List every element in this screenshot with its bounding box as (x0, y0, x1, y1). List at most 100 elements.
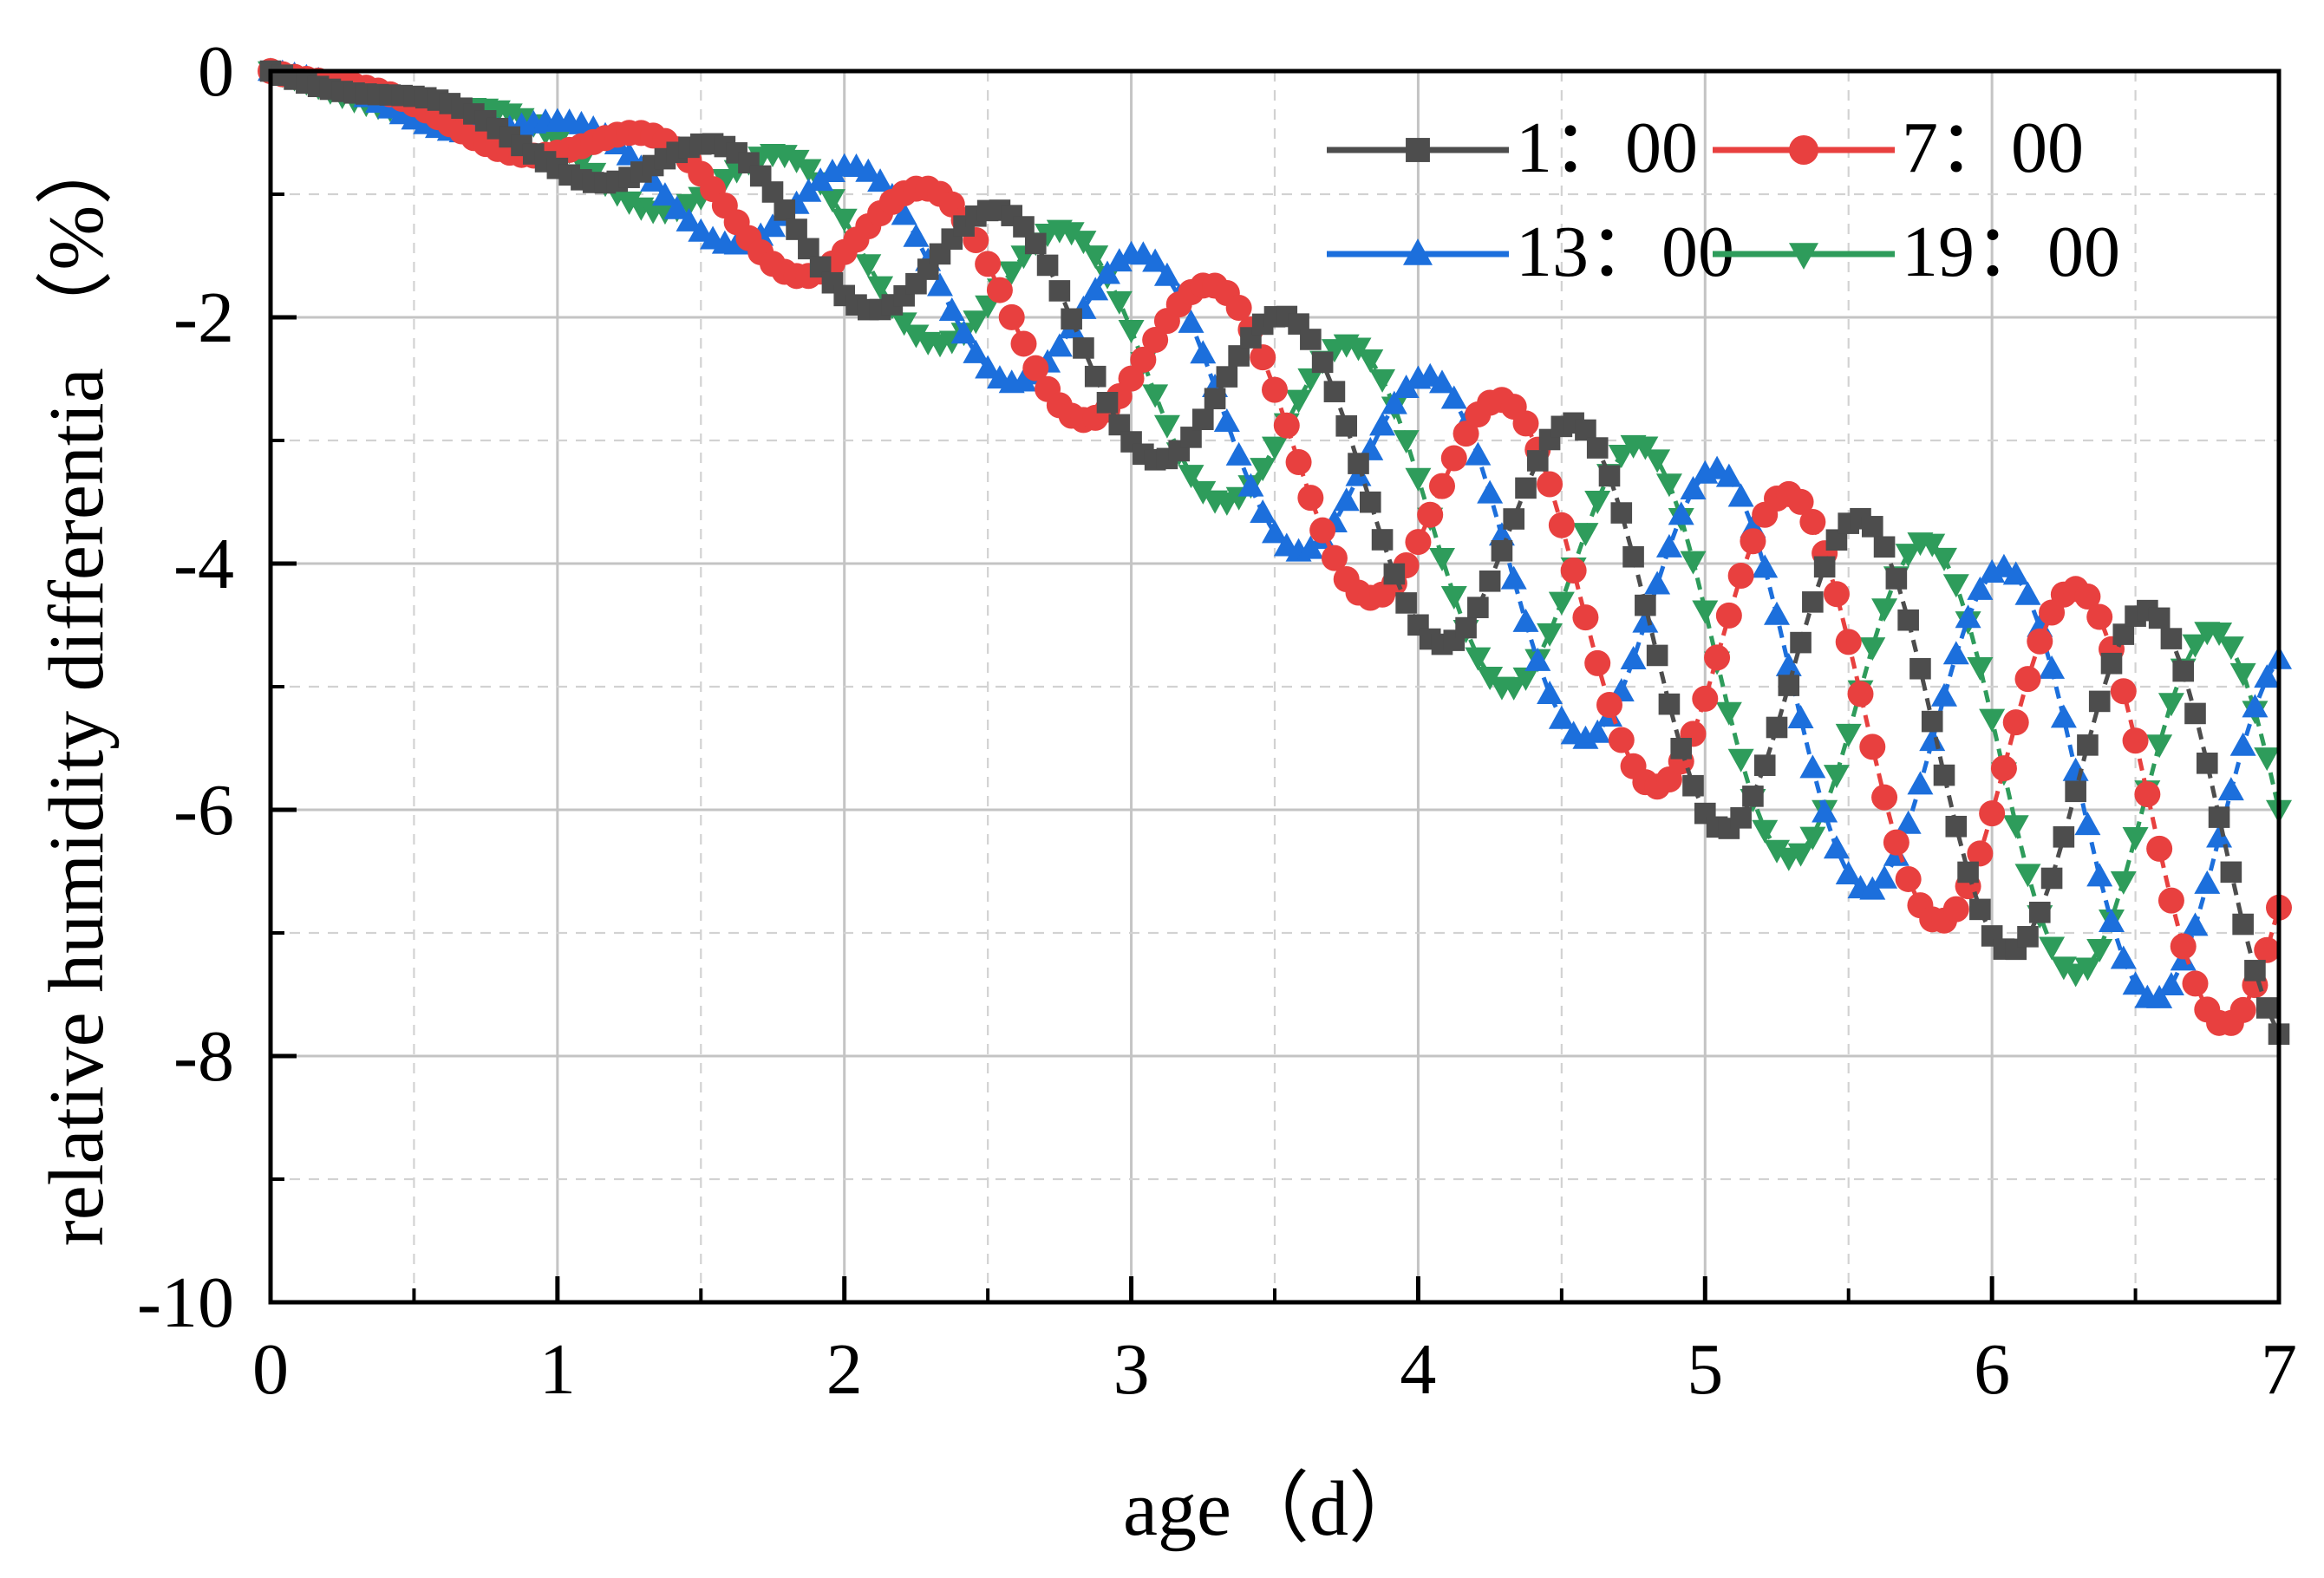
data-point (2002, 561, 2029, 585)
data-point (1452, 421, 1479, 447)
data-point (1429, 473, 1455, 499)
data-point (1262, 376, 1288, 403)
data-point (2110, 678, 2137, 705)
data-point (798, 238, 819, 260)
data-point (2039, 936, 2066, 961)
data-point (1094, 260, 1120, 284)
data-point (1371, 529, 1394, 551)
data-point (1692, 600, 1719, 624)
data-point (2074, 812, 2101, 836)
data-point (1572, 725, 1599, 749)
data-point (651, 182, 678, 206)
data-point (1417, 501, 1444, 528)
data-point (2196, 753, 2218, 774)
data-point (1847, 681, 1874, 707)
data-point (2110, 945, 2137, 969)
data-point (2217, 636, 2244, 661)
data-point (2050, 704, 2077, 728)
data-point (1895, 865, 1922, 892)
data-point (2148, 607, 2171, 629)
data-point (1465, 647, 1492, 671)
data-point (2217, 777, 2244, 801)
data-point (2194, 870, 2221, 894)
data-point (1584, 719, 1611, 743)
legend-marker (1403, 238, 1433, 265)
data-point (1644, 571, 1671, 595)
data-point (2146, 835, 2173, 862)
data-point (2002, 709, 2029, 736)
data-point (1835, 629, 1862, 655)
data-point (1503, 508, 1525, 530)
data-point (1383, 563, 1406, 585)
data-point (1321, 544, 1348, 571)
data-point (1742, 786, 1764, 807)
data-point (1740, 528, 1766, 555)
data-point (1572, 523, 1599, 547)
data-point (1967, 656, 1994, 681)
data-point (1727, 562, 1754, 589)
data-point (2146, 734, 2173, 759)
data-point (1010, 368, 1037, 392)
data-point (1802, 591, 1824, 613)
data-point (831, 208, 858, 232)
data-point (786, 218, 807, 240)
data-point (1775, 652, 1802, 676)
x-tick-label: 6 (1974, 1329, 2010, 1410)
data-point (1632, 436, 1659, 460)
data-point (1309, 517, 1336, 544)
data-point (1010, 330, 1037, 357)
data-point (2110, 871, 2137, 895)
data-point (1655, 533, 1682, 558)
data-point (1548, 591, 1575, 616)
data-point (1106, 290, 1133, 315)
data-point (1046, 333, 1073, 357)
data-point (2017, 926, 2039, 948)
data-point (2172, 660, 2195, 682)
data-point (2028, 901, 2051, 923)
data-point (2254, 664, 2281, 688)
data-point (2122, 727, 2149, 754)
data-point (1048, 280, 1071, 302)
data-point (1979, 708, 2006, 733)
data-point (1440, 445, 1467, 472)
data-point (1823, 581, 1850, 608)
data-point (1967, 576, 1994, 600)
data-point (2206, 824, 2233, 848)
data-point (1859, 734, 1886, 760)
data-point (1895, 810, 1922, 834)
data-point (2146, 984, 2173, 1008)
data-point (1584, 649, 1611, 676)
data-point (855, 158, 882, 182)
data-point (1082, 277, 1109, 301)
data-point (1799, 754, 1826, 779)
data-point (1491, 539, 1513, 562)
data-point (1764, 601, 1790, 625)
legend-item-13：00: 13：00 (1327, 212, 1734, 292)
data-point (2074, 583, 2101, 610)
data-point (1871, 598, 1898, 623)
data-point (1942, 574, 1969, 598)
data-point (761, 181, 784, 203)
data-point (1500, 676, 1527, 701)
data-point (1118, 365, 1145, 392)
data-point (1835, 861, 1862, 885)
data-point (1333, 487, 1360, 512)
x-tick-label: 3 (1113, 1329, 1150, 1410)
data-point (2027, 628, 2053, 655)
data-point (1955, 604, 1981, 629)
data-point (2254, 936, 2281, 963)
data-point (903, 223, 930, 247)
data-point (1180, 427, 1202, 448)
x-tick-label: 7 (2261, 1329, 2297, 1410)
data-point (2112, 623, 2135, 645)
data-point (1942, 641, 1969, 665)
data-point (1237, 473, 1264, 497)
data-point (2122, 971, 2149, 995)
y-tick-label: -6 (173, 770, 234, 851)
data-point (1153, 414, 1180, 439)
data-point (711, 169, 738, 193)
data-point (1787, 488, 1814, 515)
data-point (1524, 647, 1551, 671)
data-point (1871, 864, 1898, 889)
